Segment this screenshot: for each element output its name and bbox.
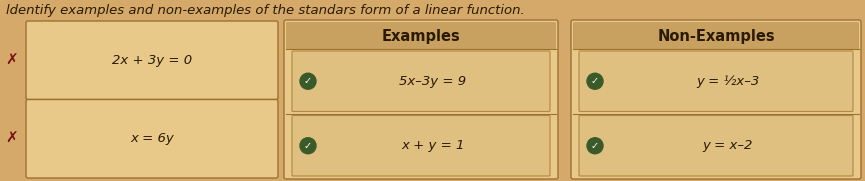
Circle shape [300,138,316,154]
FancyBboxPatch shape [26,21,278,100]
Text: ✓: ✓ [591,141,599,151]
FancyBboxPatch shape [579,115,853,176]
FancyBboxPatch shape [26,100,278,178]
FancyBboxPatch shape [286,22,556,50]
FancyBboxPatch shape [292,51,550,111]
FancyBboxPatch shape [571,20,861,179]
Text: x = 6y: x = 6y [130,132,174,145]
Text: ✗: ✗ [6,131,18,146]
Text: ✗: ✗ [6,53,18,68]
Text: ✓: ✓ [591,76,599,86]
Circle shape [587,138,603,154]
FancyBboxPatch shape [284,20,558,179]
Text: 5x–3y = 9: 5x–3y = 9 [400,75,466,88]
Text: ✓: ✓ [304,141,312,151]
Circle shape [300,73,316,89]
Text: x + y = 1: x + y = 1 [401,139,465,152]
FancyBboxPatch shape [579,51,853,111]
Text: 2x + 3y = 0: 2x + 3y = 0 [112,54,192,67]
FancyBboxPatch shape [292,115,550,176]
Text: Examples: Examples [381,28,460,43]
Circle shape [587,73,603,89]
Text: Non-Examples: Non-Examples [657,28,775,43]
FancyBboxPatch shape [573,22,859,50]
Text: ldentify examples and non-examples of the standars form of a linear function.: ldentify examples and non-examples of th… [6,4,525,17]
Text: y = x–2: y = x–2 [702,139,753,152]
Text: y = ½x–3: y = ½x–3 [696,75,759,88]
Text: ✓: ✓ [304,76,312,86]
